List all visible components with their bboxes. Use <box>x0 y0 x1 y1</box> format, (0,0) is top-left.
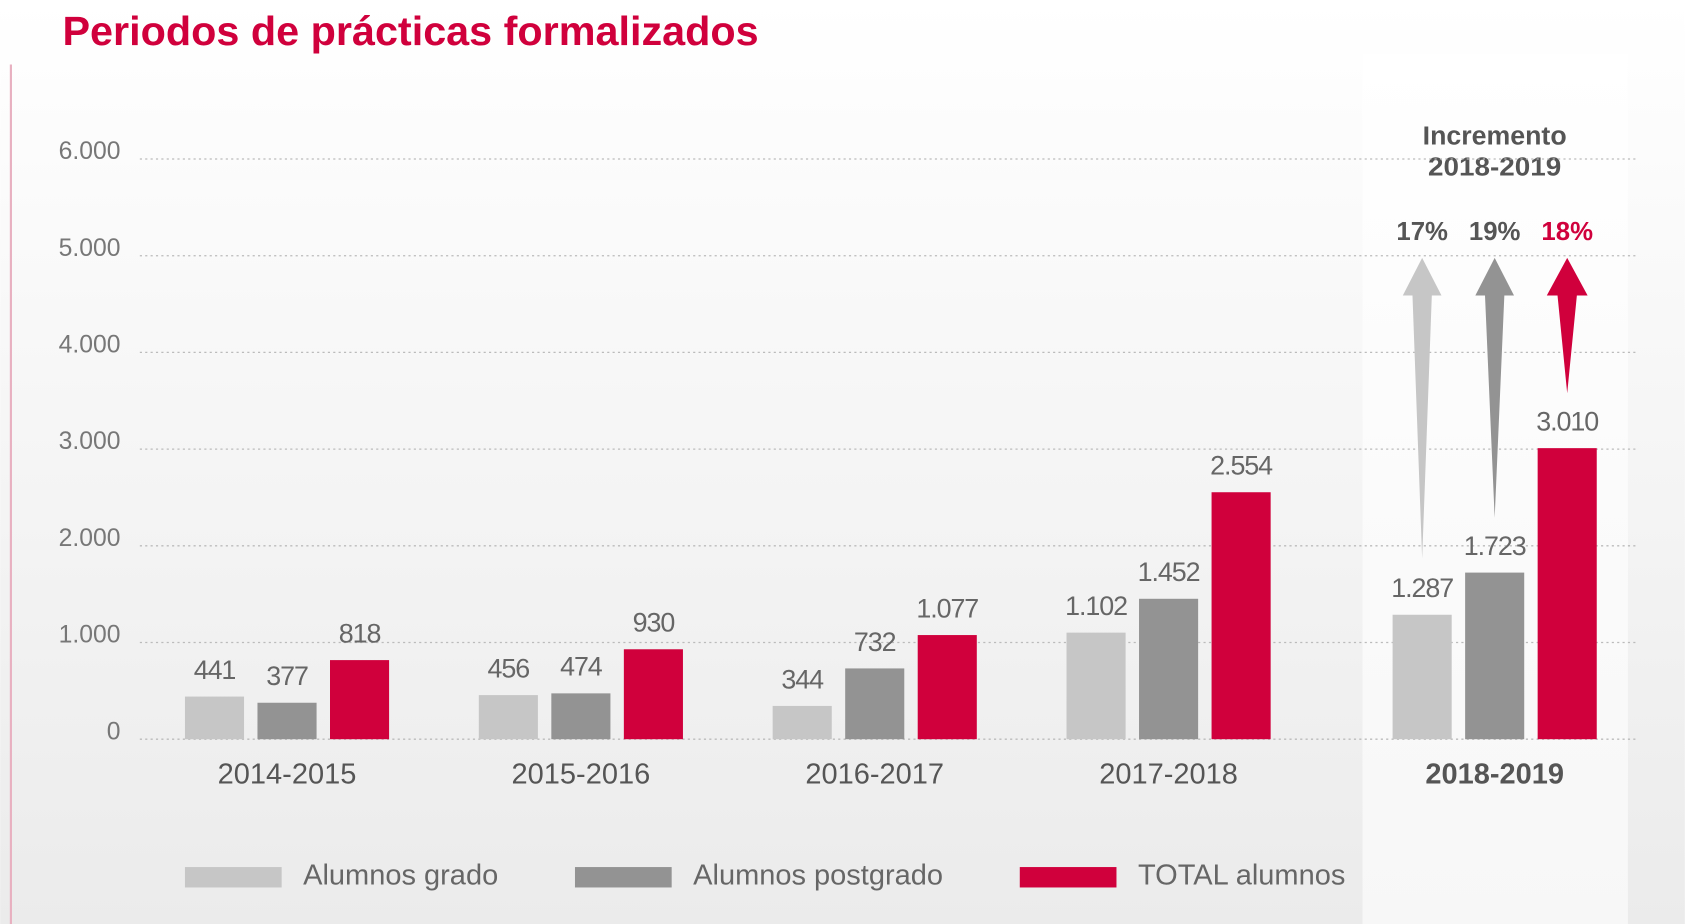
data-label: 456 <box>488 653 530 683</box>
y-tick-label: 2.000 <box>59 525 121 552</box>
data-label: 474 <box>560 652 603 682</box>
y-tick-label: 0 <box>107 718 121 745</box>
legend-label: TOTAL alumnos <box>1138 859 1345 891</box>
y-tick-label: 5.000 <box>59 235 121 262</box>
bar <box>772 705 832 740</box>
bar <box>1139 598 1199 740</box>
bar <box>845 668 905 740</box>
data-label: 732 <box>854 627 896 657</box>
data-label: 930 <box>633 608 675 638</box>
y-tick-label: 4.000 <box>59 331 121 358</box>
increment-arrow <box>1402 257 1442 559</box>
data-label: 3.010 <box>1536 407 1598 437</box>
bar <box>1392 614 1452 740</box>
annotation-title: Incremento <box>1423 122 1567 150</box>
increment-arrow <box>1475 257 1515 518</box>
x-tick-label: 2015-2016 <box>512 758 651 790</box>
bar <box>1066 632 1126 740</box>
legend-label: Alumnos grado <box>303 859 498 891</box>
data-label: 2.554 <box>1210 451 1273 481</box>
bar <box>1211 492 1271 740</box>
annotation-title: 2018-2019 <box>1428 153 1561 181</box>
x-tick-label: 2018-2019 <box>1425 758 1564 790</box>
chart-title: Periodos de prácticas formalizados <box>62 8 758 54</box>
data-label: 1.287 <box>1391 573 1453 603</box>
y-tick-label: 3.000 <box>59 428 121 455</box>
legend-swatch <box>1019 867 1117 888</box>
x-tick-label: 2014-2015 <box>218 758 357 790</box>
increment-label: 18% <box>1541 218 1593 246</box>
legend-swatch <box>184 867 282 888</box>
bar <box>1537 448 1597 740</box>
bar <box>551 693 611 740</box>
data-label: 441 <box>194 655 236 685</box>
increment-label: 19% <box>1469 218 1521 246</box>
legend-swatch <box>574 867 672 888</box>
y-tick-label: 6.000 <box>59 138 121 165</box>
increment-arrow <box>1546 257 1588 394</box>
data-label: 344 <box>781 664 824 694</box>
bar <box>330 660 390 740</box>
bar <box>917 635 977 740</box>
y-tick-label: 1.000 <box>59 622 121 649</box>
x-tick-label: 2016-2017 <box>805 758 944 790</box>
bar <box>623 649 683 740</box>
data-label: 818 <box>339 618 381 648</box>
bar <box>257 702 317 740</box>
bar <box>478 695 538 740</box>
bar <box>1465 572 1525 740</box>
data-label: 1.723 <box>1464 531 1526 561</box>
bar <box>184 696 245 740</box>
legend-label: Alumnos postgrado <box>693 859 943 891</box>
data-label: 1.077 <box>916 593 978 623</box>
x-tick-label: 2017-2018 <box>1099 758 1238 790</box>
increment-label: 17% <box>1396 218 1448 246</box>
data-label: 377 <box>266 661 308 691</box>
data-label: 1.452 <box>1138 557 1200 587</box>
data-label: 1.102 <box>1065 591 1127 621</box>
